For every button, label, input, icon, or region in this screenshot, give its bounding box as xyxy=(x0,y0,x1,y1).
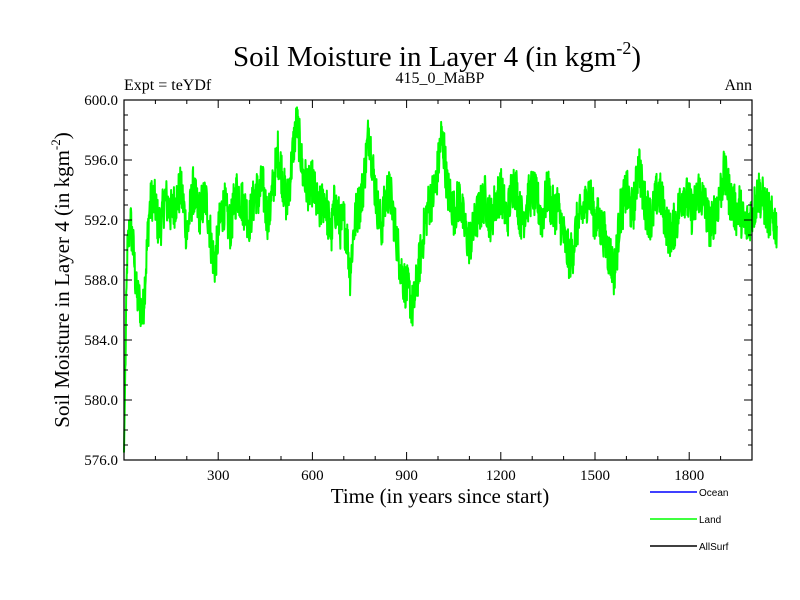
y-axis-label-suffix: ) xyxy=(50,132,74,139)
legend: Ocean Land AllSurf xyxy=(650,488,729,553)
subtitle-left: Expt = teYDf xyxy=(124,77,212,94)
subtitle-right: Ann xyxy=(724,77,752,94)
y-tick-label: 600.0 xyxy=(84,93,118,109)
x-axis-label: Time (in years since start) xyxy=(331,484,550,508)
y-axis-label-main: Soil Moisture in Layer 4 (in kgm xyxy=(50,150,74,428)
y-tick-label: 592.0 xyxy=(84,213,118,229)
chart-title-superscript: -2 xyxy=(616,38,631,58)
y-tick-label: 588.0 xyxy=(84,273,118,289)
chart-title-suffix: ) xyxy=(631,41,641,73)
x-tick-label: 300 xyxy=(207,468,230,484)
y-tick-label: 596.0 xyxy=(84,153,118,169)
series-land xyxy=(123,106,779,453)
legend-label-ocean: Ocean xyxy=(699,488,728,499)
plot-frame xyxy=(123,99,753,461)
x-tick-label: 1800 xyxy=(674,468,704,484)
subtitle-center: 415_0_MaBP xyxy=(396,70,485,87)
chart-title: Soil Moisture in Layer 4 (in kgm-2) xyxy=(233,38,641,73)
chart-title-main: Soil Moisture in Layer 4 (in kgm xyxy=(233,41,617,73)
x-tick-label: 900 xyxy=(395,468,418,484)
y-tick-label: 584.0 xyxy=(84,333,118,349)
x-axis-ticks: 300 600 900 1200 1500 1800 xyxy=(154,100,722,484)
legend-label-allsurf: AllSurf xyxy=(699,542,729,553)
x-tick-label: 600 xyxy=(301,468,324,484)
y-tick-label: 576.0 xyxy=(84,453,118,469)
y-tick-label: 580.0 xyxy=(84,393,118,409)
series-land-line xyxy=(123,106,779,453)
y-axis-ticks: 576.0 580.0 584.0 588.0 592.0 596.0 600.0 xyxy=(84,93,752,469)
y-axis-label: Soil Moisture in Layer 4 (in kgm-2) xyxy=(48,132,74,427)
y-axis-label-superscript: -2 xyxy=(48,139,63,150)
legend-label-land: Land xyxy=(699,515,721,526)
x-tick-label: 1200 xyxy=(486,468,516,484)
x-tick-label: 1500 xyxy=(580,468,610,484)
